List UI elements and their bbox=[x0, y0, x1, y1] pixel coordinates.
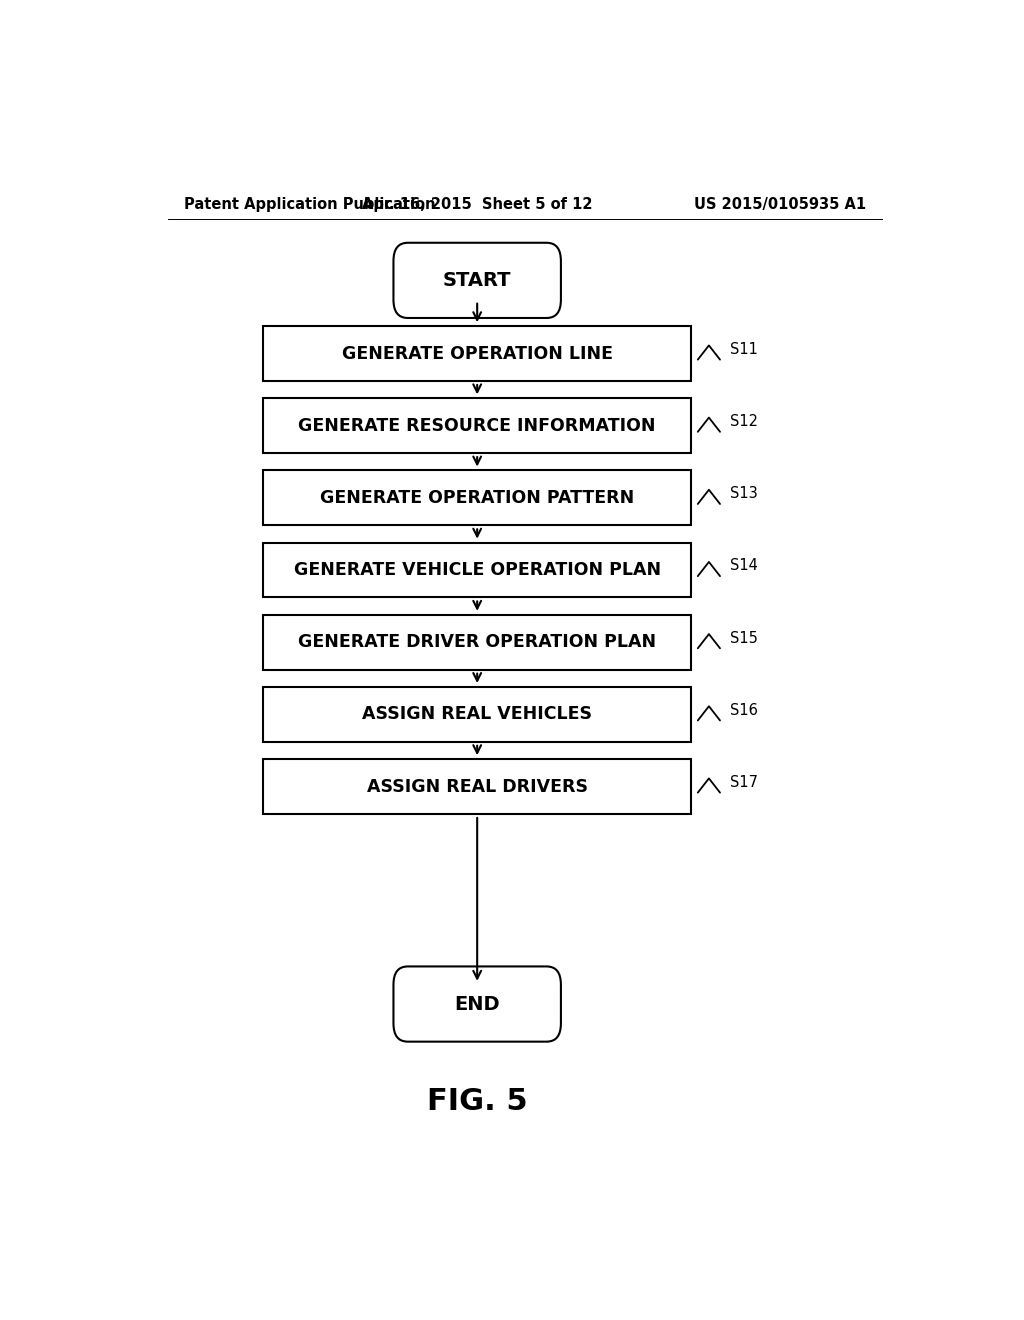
Text: ASSIGN REAL VEHICLES: ASSIGN REAL VEHICLES bbox=[362, 705, 592, 723]
Text: FIG. 5: FIG. 5 bbox=[427, 1088, 527, 1117]
Text: S16: S16 bbox=[729, 702, 758, 718]
Text: END: END bbox=[455, 994, 500, 1014]
Text: GENERATE OPERATION LINE: GENERATE OPERATION LINE bbox=[342, 345, 612, 363]
Text: GENERATE OPERATION PATTERN: GENERATE OPERATION PATTERN bbox=[321, 488, 634, 507]
FancyBboxPatch shape bbox=[393, 966, 561, 1041]
Text: GENERATE DRIVER OPERATION PLAN: GENERATE DRIVER OPERATION PLAN bbox=[298, 634, 656, 651]
FancyBboxPatch shape bbox=[263, 326, 691, 381]
Text: Patent Application Publication: Patent Application Publication bbox=[183, 197, 435, 211]
Text: GENERATE RESOURCE INFORMATION: GENERATE RESOURCE INFORMATION bbox=[298, 417, 656, 434]
Text: S15: S15 bbox=[729, 631, 758, 645]
FancyBboxPatch shape bbox=[263, 399, 691, 453]
FancyBboxPatch shape bbox=[263, 686, 691, 742]
Text: S13: S13 bbox=[729, 486, 758, 502]
Text: Apr. 16, 2015  Sheet 5 of 12: Apr. 16, 2015 Sheet 5 of 12 bbox=[361, 197, 593, 211]
Text: S17: S17 bbox=[729, 775, 758, 789]
Text: ASSIGN REAL DRIVERS: ASSIGN REAL DRIVERS bbox=[367, 777, 588, 796]
Text: GENERATE VEHICLE OPERATION PLAN: GENERATE VEHICLE OPERATION PLAN bbox=[294, 561, 660, 579]
FancyBboxPatch shape bbox=[263, 470, 691, 525]
FancyBboxPatch shape bbox=[263, 759, 691, 814]
Text: START: START bbox=[443, 271, 511, 290]
Text: S14: S14 bbox=[729, 558, 758, 573]
FancyBboxPatch shape bbox=[263, 543, 691, 598]
Text: US 2015/0105935 A1: US 2015/0105935 A1 bbox=[694, 197, 866, 211]
FancyBboxPatch shape bbox=[393, 243, 561, 318]
FancyBboxPatch shape bbox=[263, 615, 691, 669]
Text: S12: S12 bbox=[729, 414, 758, 429]
Text: S11: S11 bbox=[729, 342, 758, 356]
